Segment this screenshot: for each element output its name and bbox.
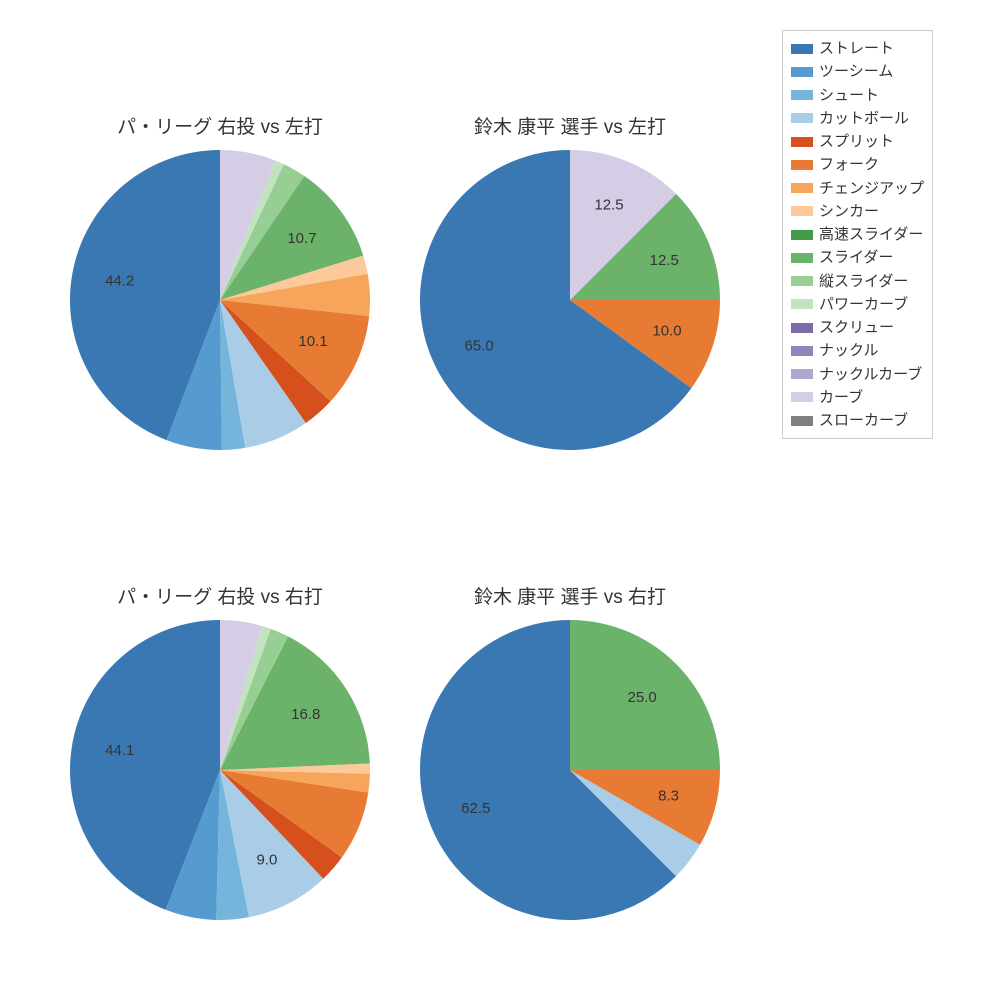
legend-label: ナックルカーブ — [819, 363, 922, 386]
legend-label: カットボール — [819, 107, 909, 130]
legend-item: スライダー — [791, 246, 924, 269]
legend-swatch — [791, 230, 813, 240]
legend-swatch — [791, 206, 813, 216]
legend-swatch — [791, 44, 813, 54]
slice-label: 12.5 — [650, 252, 679, 269]
legend-label: スライダー — [819, 246, 893, 269]
legend-swatch — [791, 183, 813, 193]
legend-item: ナックルカーブ — [791, 363, 924, 386]
legend-item: 縦スライダー — [791, 270, 924, 293]
legend-swatch — [791, 276, 813, 286]
chart-title: 鈴木 康平 選手 vs 右打 — [420, 582, 720, 609]
legend-item: パワーカーブ — [791, 293, 924, 316]
slice-label: 16.8 — [291, 706, 320, 723]
chart-stage: パ・リーグ 右投 vs 左打 44.2 10.1 10.7 鈴木 康平 選手 vs 左打… — [0, 0, 1000, 1000]
legend-item: ストレート — [791, 37, 924, 60]
legend-item: フォーク — [791, 153, 924, 176]
legend-label: シュート — [819, 84, 879, 107]
slice-label: 62.5 — [461, 800, 490, 817]
pie-top-left: 44.2 10.1 10.7 — [60, 140, 380, 460]
legend-swatch — [791, 346, 813, 356]
legend-swatch — [791, 416, 813, 426]
chart-title: パ・リーグ 右投 vs 左打 — [70, 112, 370, 139]
legend-label: 縦スライダー — [819, 270, 908, 293]
legend-swatch — [791, 90, 813, 100]
legend-label: ツーシーム — [819, 60, 893, 83]
legend-swatch — [791, 392, 813, 402]
legend-label: カーブ — [819, 386, 863, 409]
slice-label: 9.0 — [256, 852, 277, 869]
legend: ストレートツーシームシュートカットボールスプリットフォークチェンジアップシンカー… — [782, 30, 933, 439]
legend-swatch — [791, 113, 813, 123]
pie-bottom-left: 44.1 9.0 16.8 — [60, 610, 380, 930]
legend-label: ナックル — [819, 339, 879, 362]
legend-item: シュート — [791, 84, 924, 107]
legend-item: シンカー — [791, 200, 924, 223]
legend-item: スクリュー — [791, 316, 924, 339]
slice-label: 65.0 — [465, 337, 494, 354]
legend-swatch — [791, 67, 813, 77]
legend-swatch — [791, 253, 813, 263]
slice-label: 44.1 — [105, 742, 134, 759]
legend-label: スローカーブ — [819, 409, 908, 432]
legend-label: 高速スライダー — [819, 223, 923, 246]
pie-bottom-right: 62.5 8.3 25.0 — [410, 610, 730, 930]
legend-label: フォーク — [819, 153, 879, 176]
legend-label: シンカー — [819, 200, 879, 223]
slice-label: 12.5 — [594, 197, 623, 214]
chart-title: パ・リーグ 右投 vs 右打 — [70, 582, 370, 609]
legend-swatch — [791, 160, 813, 170]
legend-label: スプリット — [819, 130, 894, 153]
legend-item: カーブ — [791, 386, 924, 409]
legend-label: スクリュー — [819, 316, 894, 339]
legend-swatch — [791, 369, 813, 379]
legend-swatch — [791, 323, 813, 333]
legend-swatch — [791, 299, 813, 309]
pie-top-right: 65.0 10.0 12.5 12.5 — [410, 140, 730, 460]
legend-label: チェンジアップ — [819, 177, 924, 200]
legend-label: パワーカーブ — [819, 293, 908, 316]
slice-label: 10.0 — [652, 322, 681, 339]
legend-label: ストレート — [819, 37, 894, 60]
slice-label: 10.1 — [298, 333, 327, 350]
slice-label: 44.2 — [105, 272, 134, 289]
legend-item: チェンジアップ — [791, 177, 924, 200]
legend-item: ナックル — [791, 339, 924, 362]
slice-label: 10.7 — [287, 230, 316, 247]
slice-label: 25.0 — [628, 689, 657, 706]
legend-swatch — [791, 137, 813, 147]
slice-label: 8.3 — [658, 787, 679, 804]
legend-item: スローカーブ — [791, 409, 924, 432]
legend-item: スプリット — [791, 130, 924, 153]
legend-item: ツーシーム — [791, 60, 924, 83]
legend-item: 高速スライダー — [791, 223, 924, 246]
legend-item: カットボール — [791, 107, 924, 130]
chart-title: 鈴木 康平 選手 vs 左打 — [420, 112, 720, 139]
